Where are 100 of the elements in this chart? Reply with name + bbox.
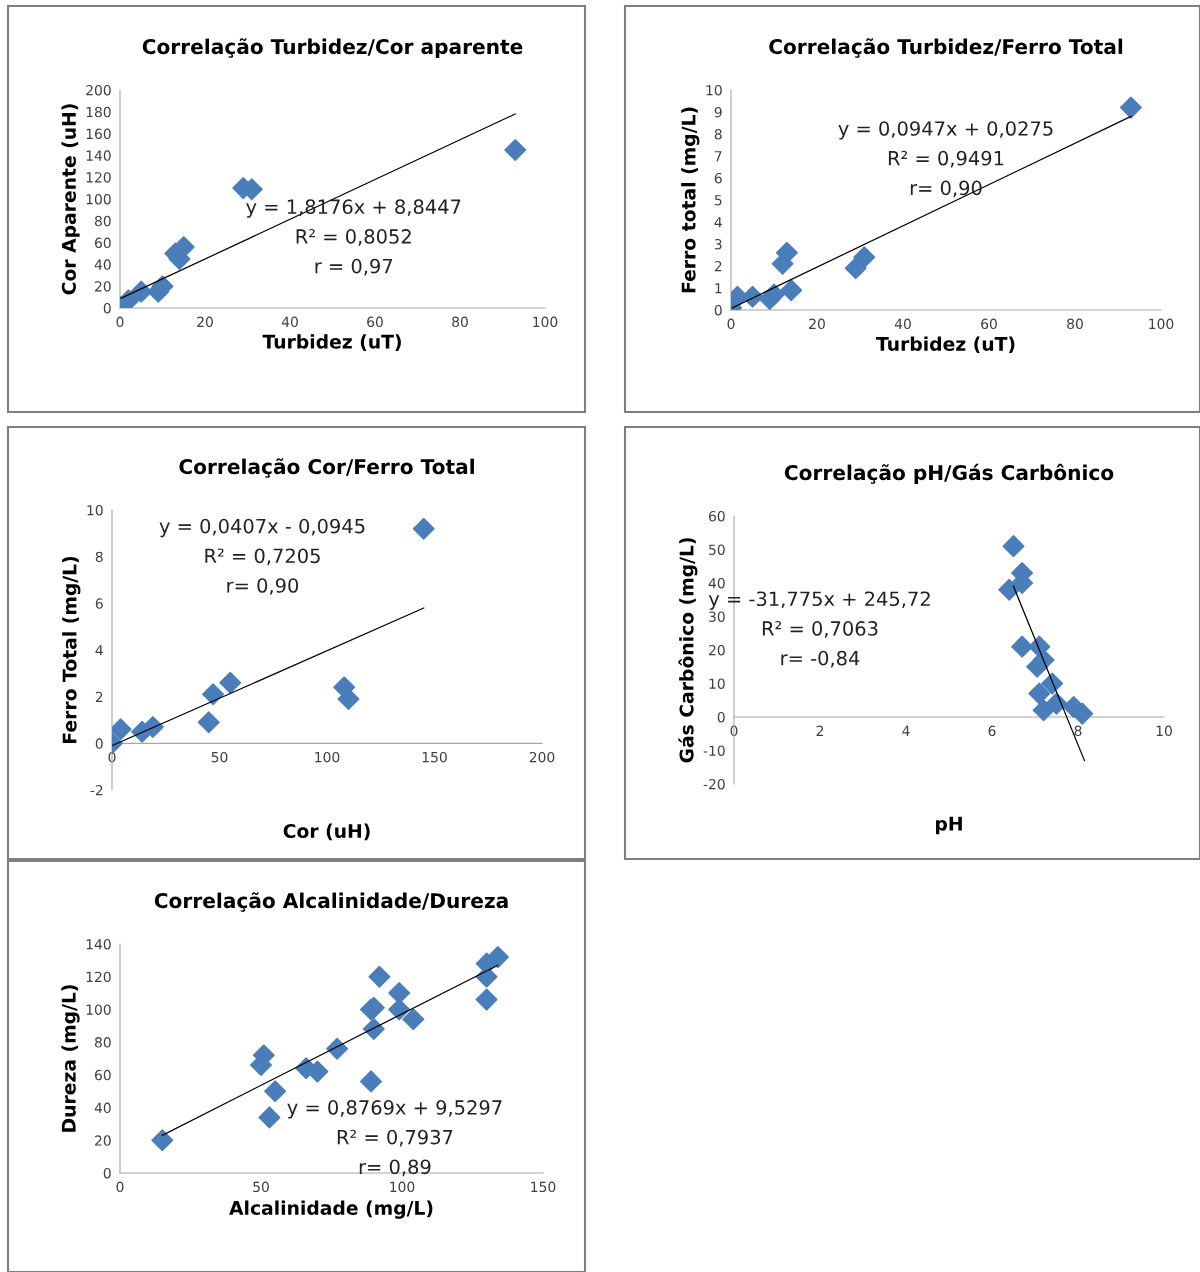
x-tick-label: 40 <box>281 316 298 328</box>
x-tick-label: 0 <box>116 1181 124 1193</box>
point <box>1002 535 1025 558</box>
chart-title: Correlação Cor/Ferro Total <box>179 458 474 478</box>
y-tick-label: 180 <box>86 106 111 118</box>
point <box>368 965 391 988</box>
x-tick-label: 0 <box>116 316 124 328</box>
y-tick-label: 4 <box>714 217 722 228</box>
annotation: r= 0,89 <box>359 1159 431 1177</box>
point <box>202 683 225 706</box>
point <box>780 279 803 302</box>
y-tick-label: 2 <box>95 691 103 702</box>
y-tick-label: 120 <box>86 172 111 183</box>
chart-title: Correlação Turbidez/Cor aparente <box>142 38 523 59</box>
annotation: r= 0,90 <box>227 578 299 595</box>
y-axis-title: Cor Aparente (uH) <box>61 104 80 295</box>
x-tick-label: 100 <box>315 751 340 763</box>
y-tick-label: 40 <box>708 577 725 589</box>
annotation: R² = 0,9491 <box>888 150 1004 168</box>
chart-title: Correlação Alcalinidade/Dureza <box>154 892 508 912</box>
x-tick-label: 150 <box>531 1181 556 1193</box>
y-tick-label: 100 <box>86 193 111 205</box>
point <box>151 1129 174 1152</box>
y-tick-label: 0 <box>103 302 111 314</box>
y-tick-label: 9 <box>714 106 722 118</box>
x-tick-label: 60 <box>367 316 383 328</box>
y-axis-title: Dureza (mg/L) <box>61 985 80 1132</box>
y-tick-label: 60 <box>708 510 725 522</box>
annotation: r = 0,97 <box>315 258 393 276</box>
y-tick-label: 60 <box>94 237 111 249</box>
y-tick-label: 200 <box>86 84 111 96</box>
x-tick-label: 150 <box>422 751 447 763</box>
y-tick-label: 60 <box>94 1069 111 1081</box>
x-tick-label: 20 <box>809 318 825 330</box>
y-tick-label: 140 <box>86 150 111 161</box>
point <box>1011 635 1034 658</box>
y-tick-label: 0 <box>103 1167 111 1179</box>
chart-title: Correlação pH/Gás Carbônico <box>784 463 1114 485</box>
x-tick-label: 2 <box>816 725 824 736</box>
x-tick-label: 4 <box>902 725 910 736</box>
y-tick-label: 10 <box>706 84 722 96</box>
x-tick-label: 100 <box>390 1181 415 1193</box>
y-tick-label: -2 <box>90 784 103 796</box>
x-tick-label: 50 <box>253 1181 269 1193</box>
chart-title: Correlação Turbidez/Ferro Total <box>769 38 1123 58</box>
annotation: R² = 0,7937 <box>337 1129 453 1147</box>
y-tick-label: 8 <box>95 551 103 563</box>
y-tick-label: 40 <box>94 1102 111 1114</box>
point <box>326 1037 349 1060</box>
x-tick-label: 40 <box>894 318 911 330</box>
annotation: y = -31,775x + 245,72 <box>708 591 930 610</box>
y-tick-label: 20 <box>95 281 111 292</box>
point <box>1071 702 1094 725</box>
x-tick-label: 20 <box>197 316 213 328</box>
annotation: R² = 0,7063 <box>762 621 878 638</box>
point <box>362 1018 385 1041</box>
point <box>853 246 876 269</box>
y-tick-label: 120 <box>86 971 111 983</box>
y-axis-title: Gás Carbônico (mg/L) <box>678 538 698 763</box>
x-tick-label: 100 <box>1149 318 1174 330</box>
x-tick-label: 6 <box>988 725 996 737</box>
point <box>197 711 220 734</box>
annotation: y = 0,0407x - 0,0945 <box>159 518 365 538</box>
y-tick-label: 100 <box>86 1004 111 1015</box>
point <box>359 1070 382 1093</box>
y-tick-label: 6 <box>714 172 722 184</box>
y-tick-label: -20 <box>703 778 725 790</box>
y-tick-label: 140 <box>86 938 111 950</box>
y-tick-label: 40 <box>94 259 111 270</box>
annotation: R² = 0,8052 <box>296 229 411 246</box>
point <box>1026 655 1049 678</box>
y-tick-label: 30 <box>709 611 725 622</box>
x-tick-label: 0 <box>730 725 738 737</box>
point <box>402 1008 425 1031</box>
x-tick-label: 8 <box>1074 725 1082 737</box>
point <box>475 988 498 1011</box>
y-tick-label: 2 <box>714 260 722 272</box>
y-tick-label: 1 <box>715 283 722 294</box>
point <box>258 1106 281 1129</box>
y-tick-label: 0 <box>95 738 103 749</box>
point <box>998 578 1021 601</box>
x-tick-label: 60 <box>981 318 997 330</box>
x-axis-title: Alcalinidade (mg/L) <box>229 1200 433 1219</box>
x-axis-title: Turbidez (uT) <box>262 334 401 351</box>
annotation: R² = 0,7205 <box>205 548 320 566</box>
point <box>264 1080 287 1103</box>
y-tick-label: 6 <box>95 598 103 609</box>
point <box>219 671 242 694</box>
point <box>388 998 411 1021</box>
annotation: r= -0,84 <box>781 650 860 668</box>
y-tick-label: 7 <box>714 151 722 162</box>
y-tick-label: 160 <box>86 128 111 140</box>
point <box>1032 699 1055 722</box>
y-tick-label: 80 <box>94 1037 111 1048</box>
y-tick-label: 0 <box>717 711 725 723</box>
y-tick-label: 8 <box>714 128 722 140</box>
y-tick-label: 4 <box>95 645 103 656</box>
y-tick-label: 20 <box>709 644 725 656</box>
y-tick-label: 20 <box>95 1135 111 1146</box>
x-tick-label: 100 <box>533 316 558 328</box>
